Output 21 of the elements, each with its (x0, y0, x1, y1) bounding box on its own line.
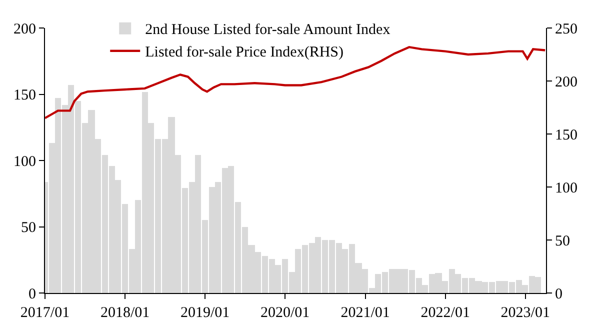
y-tick-label: 150 (14, 88, 36, 104)
x-tick-label: 2023/01 (500, 305, 550, 321)
x-tick-label: 2019/01 (180, 305, 230, 321)
x-tick-label: 2022/01 (420, 305, 470, 321)
y-tick-label: 50 (21, 220, 36, 236)
y2-tick-label: 100 (555, 180, 578, 196)
y2-tick-label: 0 (555, 286, 562, 302)
y-tick-label: 200 (14, 21, 36, 38)
y-tick-label: 100 (14, 154, 36, 170)
y2-tick-label: 250 (555, 21, 578, 38)
legend-label: 2nd House Listed for-sale Amount Index (145, 22, 391, 38)
y2-tick-label: 200 (555, 74, 578, 90)
x-tick-label: 2020/01 (260, 305, 310, 321)
y2-tick-label: 150 (555, 127, 578, 144)
y-tick-label: 0 (28, 286, 36, 302)
legend-label: Listed for-sale Price Index(RHS) (145, 44, 344, 61)
y2-tick-label: 50 (555, 233, 570, 250)
x-tick-label: 2017/01 (20, 305, 70, 321)
line-series (45, 46, 546, 120)
x-tick-label: 2021/01 (340, 305, 390, 321)
x-tick-label: 2018/01 (100, 305, 150, 321)
